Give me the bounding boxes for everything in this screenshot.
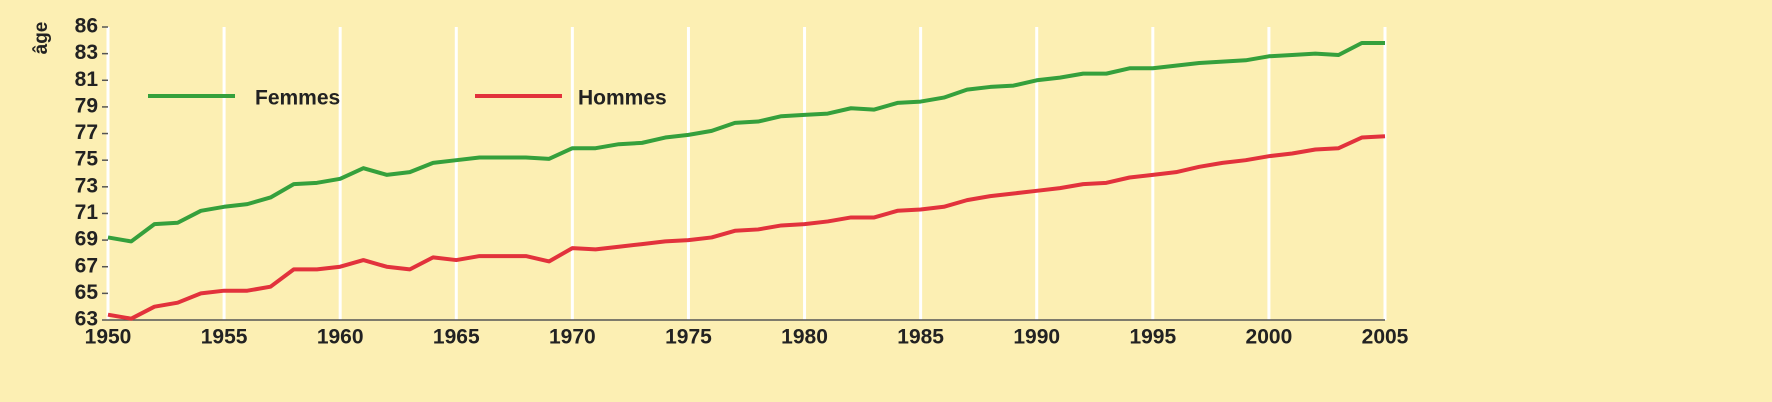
y-tick-label: 69 xyxy=(75,228,98,251)
x-tick-label: 1960 xyxy=(317,326,364,349)
x-tick-label: 1955 xyxy=(201,326,248,349)
series-line xyxy=(107,134,1386,321)
y-tick-label: 71 xyxy=(75,201,99,224)
x-tick-label: 2000 xyxy=(1246,326,1293,349)
x-tick-label: 1985 xyxy=(897,326,944,349)
y-tick-label: 86 xyxy=(75,15,98,38)
x-tick-label: 2005 xyxy=(1362,326,1409,349)
y-tick-label: 81 xyxy=(75,68,99,91)
legend-label: Femmes xyxy=(255,87,340,110)
y-tick-label: 63 xyxy=(75,308,98,331)
y-tick-label: 73 xyxy=(75,174,98,197)
y-tick-label: 77 xyxy=(75,121,98,144)
y-axis-label: âge xyxy=(31,22,52,55)
y-tick-label: 65 xyxy=(75,281,99,304)
legend-label: Hommes xyxy=(578,87,667,110)
y-tick-label: 75 xyxy=(75,148,99,171)
y-tick-label: 83 xyxy=(75,41,98,64)
x-tick-label: 1970 xyxy=(549,326,596,349)
series-line xyxy=(107,40,1385,244)
x-tick-label: 1980 xyxy=(781,326,828,349)
x-tick-label: 1965 xyxy=(433,326,480,349)
x-tick-label: 1950 xyxy=(85,326,132,349)
x-tick-label: 1995 xyxy=(1129,326,1176,349)
y-tick-label: 79 xyxy=(75,94,98,117)
y-tick-label: 67 xyxy=(75,254,98,277)
x-tick-label: 1990 xyxy=(1013,326,1060,349)
x-tick-label: 1975 xyxy=(665,326,712,349)
